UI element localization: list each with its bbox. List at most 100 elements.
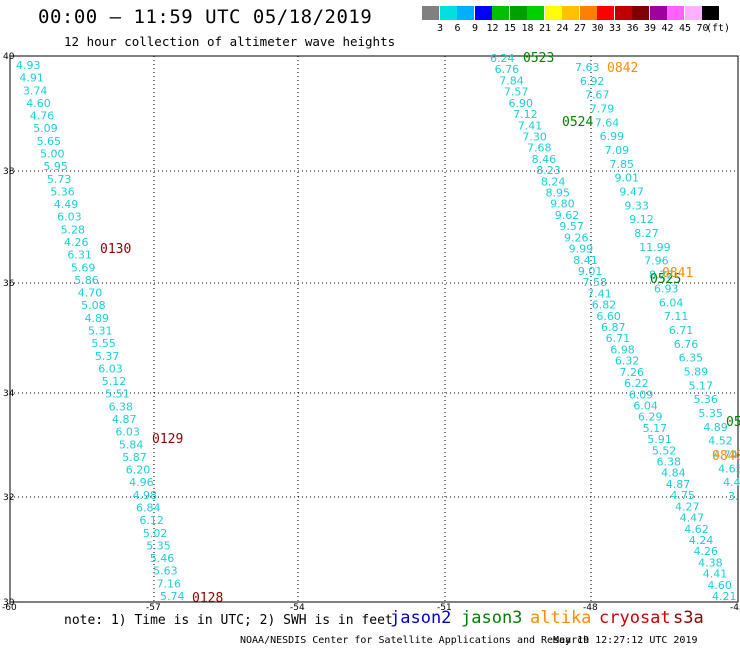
cryosat-track-swh-value: 6.20: [126, 464, 151, 477]
scale-swatch: [684, 6, 702, 20]
altika-track-swh-value: 7.96: [644, 255, 669, 268]
altika-track-swh-value: 6.93: [654, 282, 679, 295]
altika-track-swh-value: 6.35: [679, 352, 704, 365]
cryosat-track-swh-value: 4.93: [16, 59, 41, 72]
jason3-track-swh-value: 4.38: [698, 556, 723, 569]
altika-track-swh-value: 6.76: [674, 338, 699, 351]
jason3-track-swh-value: 6.32: [615, 355, 640, 368]
cryosat-track-swh-value: 5.86: [74, 274, 99, 287]
jason3-track-swh-value: 7.68: [527, 142, 552, 155]
altika-track-swh-value: 7.85: [610, 158, 635, 171]
jason3-track-swh-value: 7.84: [499, 74, 524, 87]
cryosat-track-swh-value: 6.31: [67, 249, 92, 262]
jason3-track-swh-value: 4.26: [694, 545, 719, 558]
jason3-track-swh-value: 9.26: [564, 231, 589, 244]
altika-track-swh-value: 4.74: [713, 448, 738, 461]
lat-tick-label: 32: [3, 493, 14, 503]
scale-swatch: [457, 6, 474, 20]
scale-label: 30: [591, 23, 604, 34]
cryosat-track-swh-value: 6.03: [98, 362, 123, 375]
scale-unit: (ft): [706, 23, 731, 34]
scale-swatch: [474, 6, 492, 20]
jason3-track-swh-value: 4.87: [666, 478, 691, 491]
altika-track-swh-value: 5.89: [684, 365, 709, 378]
cryosat-track-swh-value: 5.46: [150, 552, 175, 565]
pass-time-label: 0130: [100, 242, 131, 257]
jason3-track-swh-value: 4.24: [689, 534, 714, 547]
jason3-track-swh-value: 8.41: [573, 254, 598, 267]
scale-swatch: [614, 6, 632, 20]
altika-track-swh-value: 6.71: [669, 324, 694, 337]
footer-timestamp: May 19 12:27:12 UTC 2019: [553, 635, 698, 646]
lon-tick-label: -45: [730, 603, 740, 613]
altika-track-swh-value: 4.52: [708, 435, 733, 448]
cryosat-track-swh-value: 5.37: [95, 350, 120, 363]
jason3-track-swh-value: 4.84: [661, 467, 686, 480]
jason3-track-swh-value: 7.12: [513, 108, 538, 121]
jason3-track-swh-value: 9.57: [559, 220, 584, 233]
cryosat-track-swh-value: 6.84: [136, 502, 161, 515]
cryosat-track-swh-value: 5.63: [153, 565, 178, 578]
cryosat-track-swh-value: 4.26: [64, 236, 89, 249]
pass-time-label: 0128: [192, 591, 223, 606]
jason3-track-swh-value: 6.98: [610, 343, 635, 356]
pass-time-label: 0525: [650, 272, 681, 287]
scale-swatch: [509, 6, 527, 20]
pass-time-label: 0129: [152, 432, 183, 447]
scale-swatch: [632, 6, 649, 20]
scale-swatch: [667, 6, 684, 20]
jason3-track-swh-value: 6.04: [633, 399, 658, 412]
lat-tick-label: 36: [3, 279, 15, 289]
scale-swatch: [702, 6, 719, 20]
cryosat-track-swh-value: 7.16: [157, 577, 182, 590]
altika-track-swh-value: 7.67: [585, 89, 610, 102]
jason3-track-swh-value: 7.41: [587, 287, 612, 300]
scale-swatch: [597, 6, 614, 20]
cryosat-track-swh-value: 4.91: [19, 72, 44, 85]
jason3-track-swh-value: 4.27: [675, 500, 700, 513]
cryosat-track-swh-value: 5.51: [105, 388, 129, 401]
altika-track-swh-value: 4.89: [703, 421, 728, 434]
altika-track-swh-value: 9.12: [629, 213, 654, 226]
scale-label: 9: [471, 23, 479, 34]
footer-credit: NOAA/NESDIS Center for Satellite Applica…: [240, 635, 590, 646]
jason3-track-swh-value: 9.80: [550, 198, 575, 211]
jason3-track-swh-value: 7.41: [518, 119, 543, 132]
altika-track-swh-value: 5.35: [698, 407, 723, 420]
jason3-track-swh-value: 7.58: [583, 276, 608, 289]
jason3-track-swh-value: 7.26: [620, 366, 645, 379]
cryosat-track-swh-value: 4.49: [54, 198, 79, 211]
jason3-track-swh-value: 5.91: [647, 433, 672, 446]
altika-track-swh-value: 6.04: [659, 296, 684, 309]
jason3-track-swh-value: 6.29: [638, 411, 663, 424]
jason3-track-swh-value: 8.24: [541, 175, 566, 188]
cryosat-track-swh-value: 5.09: [33, 122, 58, 135]
jason3-track-swh-value: 9.99: [569, 243, 594, 256]
jason3-track-swh-value: 4.60: [707, 579, 732, 592]
scale-swatch: [422, 6, 439, 20]
legend-s3a: s3a: [673, 608, 704, 628]
jason3-track-swh-value: 4.62: [684, 523, 709, 536]
altika-track-swh-value: 11.99: [639, 241, 671, 254]
jason3-track-swh-value: 8.46: [532, 153, 557, 166]
map-frame: [9, 55, 739, 603]
scale-swatch: [562, 6, 579, 20]
jason3-track-swh-value: 6.24: [490, 52, 515, 65]
altika-track-swh-value: 7.11: [664, 310, 689, 323]
cryosat-track-swh-value: 5.65: [37, 135, 62, 148]
scale-label: 3: [436, 23, 444, 34]
altika-track-swh-value: 6.99: [600, 130, 625, 143]
cryosat-track-swh-value: 5.95: [43, 160, 68, 173]
jason3-track-swh-value: 6.82: [592, 299, 617, 312]
scale-label: 24: [556, 23, 569, 34]
scale-label: 18: [521, 23, 534, 34]
scale-label: 15: [503, 23, 517, 34]
scale-swatch: [579, 6, 597, 20]
jason3-track-swh-value: 6.22: [624, 377, 649, 390]
lat-tick-label: 34: [3, 389, 15, 399]
scale-label: 33: [608, 23, 622, 34]
jason3-track-swh-value: 8.95: [546, 187, 571, 200]
altika-track-swh-value: 7.63: [575, 61, 600, 74]
cryosat-track-swh-value: 5.12: [102, 375, 127, 388]
